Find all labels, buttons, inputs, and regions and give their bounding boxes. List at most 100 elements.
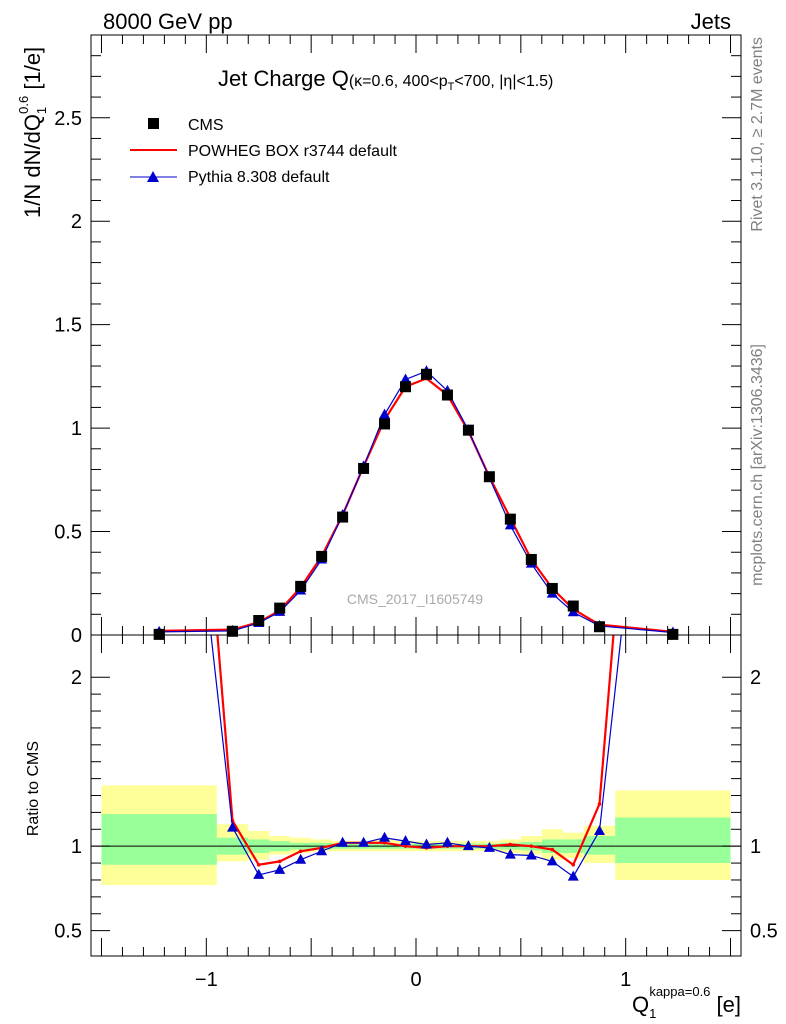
ratio-powheg-point [529, 844, 534, 848]
ratio-pythia-point [154, 164, 165, 174]
cms-point [227, 625, 239, 637]
x-axis-label-sub: 1 [649, 1006, 656, 1021]
cms-point [525, 553, 537, 565]
uncertainty-band-inner [101, 814, 217, 865]
ratio-pythia-point [316, 845, 328, 856]
chart-watermark: CMS_2017_I1605749 [347, 591, 483, 607]
ratio-plot-area [91, 164, 741, 886]
ratio-powheg-line [216, 635, 615, 867]
pythia-point [379, 408, 391, 419]
ratio-y-tick-label-right: 0.5 [750, 921, 778, 943]
chart-title-main: Jet Charge Q [218, 66, 349, 91]
ratio-panel: 0.5 0.51 12 2 −1 0 1 Ratio to CMS Q1kappa=0.6… [25, 164, 778, 1021]
cms-point [253, 615, 265, 627]
ratio-powheg-point [382, 841, 387, 845]
ratio-y-axis-label: Ratio to CMS [25, 741, 42, 836]
x-axis-label: Q1 kappa=0.6 [e] [632, 984, 741, 1021]
legend-pythia-marker [147, 171, 159, 182]
cms-point [462, 424, 474, 436]
cms-point [337, 511, 349, 523]
ratio-powheg-point [550, 847, 555, 852]
ratio-powheg-point [256, 862, 261, 867]
ratio-powheg-point [571, 862, 576, 867]
cms-point [483, 471, 495, 483]
ratio-pythia-point [483, 841, 495, 852]
mcplots-label: mcplots.cern.ch [arXiv:1306.3436] [749, 344, 766, 586]
ratio-powheg-point [597, 802, 602, 806]
ratio-y-tick-label-right: 1 [750, 836, 761, 858]
ratio-pythia-point [567, 870, 579, 881]
ratio-y-tick-label: 1 [71, 836, 82, 858]
ratio-pythia-point [593, 824, 605, 835]
cms-point [316, 550, 328, 562]
ratio-powheg-point [403, 844, 408, 848]
ratio-pythia-point [420, 838, 432, 849]
x-tick-label: 1 [620, 969, 631, 991]
ratio-y-tick-label: 2 [71, 667, 82, 689]
uncertainty-band-inner [583, 836, 616, 855]
chart-title-sub: T [448, 81, 455, 93]
y-axis-label-main: 1/N dN/dQ [20, 114, 45, 218]
cms-point [441, 389, 453, 401]
cms-point [400, 381, 412, 393]
x-axis-label-sup: kappa=0.6 [649, 984, 710, 999]
legend-cms-marker [148, 118, 159, 129]
cms-point [593, 621, 605, 633]
cms-point [379, 418, 391, 430]
legend-cms-label: CMS [188, 117, 224, 134]
ratio-pythia-point [337, 836, 349, 847]
y-tick-label: 2.5 [54, 108, 82, 130]
ratio-pythia-point [525, 849, 537, 860]
cms-point [546, 582, 558, 594]
y-tick-label: 1.5 [54, 315, 82, 337]
y-tick-label: 0.5 [54, 522, 82, 544]
ratio-pythia-point [546, 855, 558, 866]
x-tick-label: −1 [195, 969, 218, 991]
y-axis-label-sub: 1 [34, 107, 49, 114]
cms-point [667, 628, 679, 640]
ratio-pythia-point [504, 848, 516, 859]
x-axis-label-unit: [e] [710, 992, 741, 1017]
ratio-pythia-point [667, 164, 678, 174]
x-tick-label: 0 [410, 969, 421, 991]
header-right-label: Jets [691, 9, 731, 34]
rivet-version-label: Rivet 3.1.10, ≥ 2.7M events [749, 37, 766, 232]
y-tick-label: 0 [71, 625, 82, 647]
main-panel: 0 0.5 1 1.5 2 2.5 CMS_2017_I1605749 Jet Charg… [16, 34, 742, 647]
ratio-pythia-point [227, 821, 239, 832]
header-left-label: 8000 GeV pp [103, 9, 233, 34]
ratio-pythia-point [441, 836, 453, 847]
ratio-y-tick-label: 0.5 [54, 921, 82, 943]
ratio-pythia-point [358, 836, 370, 847]
ratio-powheg-point [298, 849, 303, 854]
ratio-pythia-point [462, 840, 474, 851]
legend-powheg-label: POWHEG BOX r3744 default [188, 143, 398, 160]
ratio-pythia-point [379, 831, 391, 842]
chart-title-end: <700, |η|<1.5) [454, 73, 553, 90]
y-tick-label: 2 [71, 211, 82, 233]
ratio-powheg-point [277, 859, 282, 864]
ratio-pythia-point [274, 863, 286, 874]
chart-title-suffix: (κ=0.6, 400<p [349, 73, 448, 90]
y-axis-label-unit: [1/e] [20, 47, 45, 96]
pythia-point [400, 373, 412, 384]
cms-point [567, 600, 579, 612]
cms-point [274, 602, 286, 614]
ratio-powheg-point [508, 842, 513, 847]
legend-pythia-label: Pythia 8.308 default [188, 169, 330, 186]
cms-point [295, 580, 307, 592]
legend: CMS POWHEG BOX r3744 default Pythia 8.30… [130, 117, 398, 186]
ratio-pythia-point [400, 835, 412, 846]
cms-point [358, 462, 370, 474]
ratio-pythia-line [210, 635, 622, 878]
ratio-pythia-point [253, 868, 265, 879]
ratio-pythia-point [295, 853, 307, 864]
chart-title: Jet Charge Q(κ=0.6, 400<pT<700, |η|<1.5) [218, 66, 553, 93]
uncertainty-band-inner [615, 817, 731, 864]
y-axis-label: 1/N dN/dQ10.6 [1/e] [16, 47, 49, 218]
cms-point [420, 368, 432, 380]
cms-point [504, 513, 516, 525]
ratio-y-tick-label-right: 2 [750, 667, 761, 689]
cms-point [153, 628, 165, 640]
